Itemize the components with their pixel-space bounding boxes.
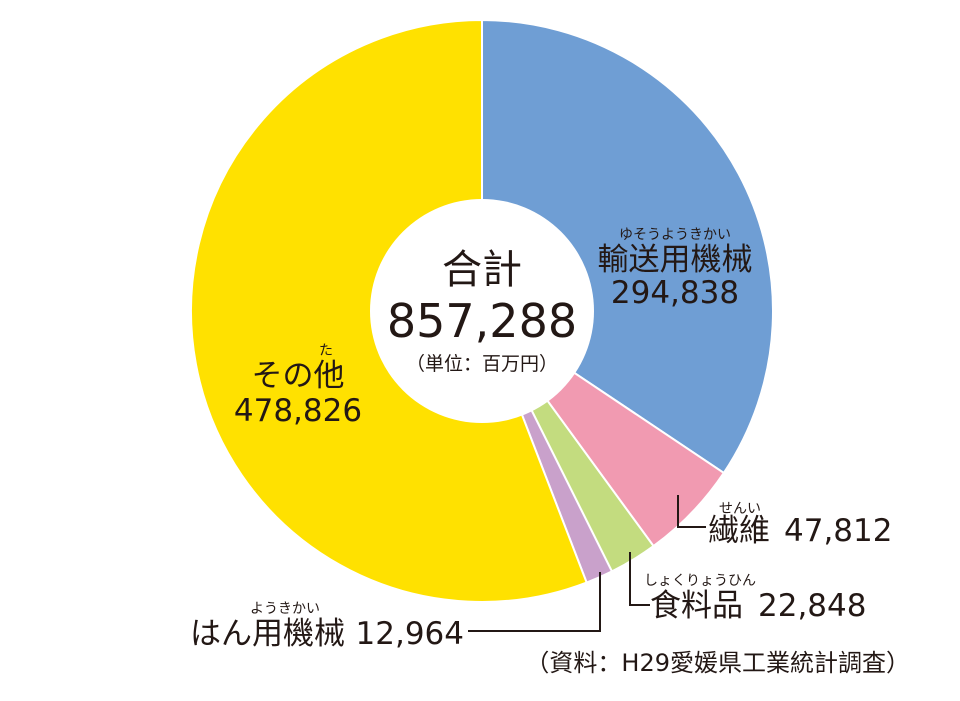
center-hole — [370, 199, 594, 423]
ruby-yuso: ゆそうようきかい — [619, 227, 731, 243]
source-note: （資料：H29愛媛県工業統計調査） — [525, 649, 910, 677]
center-title: 合計 — [442, 247, 522, 293]
leader-line-seni — [677, 495, 706, 528]
label-shokuryohin: 食料品 — [650, 588, 743, 624]
center-total: 857,288 — [387, 294, 577, 348]
value-yuso: 294,838 — [611, 275, 739, 311]
ruby-shokuryohin: しょくりょうひん — [644, 573, 756, 589]
ruby-seni: せんい — [719, 501, 761, 517]
label-hanyokikai: はん用機械 — [190, 616, 345, 652]
value-hanyokikai: 12,964 — [356, 616, 464, 652]
value-seni: 47,812 — [784, 513, 892, 549]
ruby-sonota: た — [319, 343, 333, 359]
label-yuso: 輸送用機械 — [598, 242, 753, 278]
ruby-hanyokikai: ようきかい — [250, 601, 320, 617]
label-seni: 繊維 — [708, 513, 770, 549]
value-shokuryohin: 22,848 — [758, 588, 866, 624]
leader-line-shokuryohin — [629, 552, 650, 606]
center-unit: （単位：百万円） — [406, 353, 558, 375]
value-sonota: 478,826 — [234, 393, 362, 429]
label-sonota: その他 — [252, 358, 345, 394]
leader-line-hanyokikai — [468, 572, 601, 632]
